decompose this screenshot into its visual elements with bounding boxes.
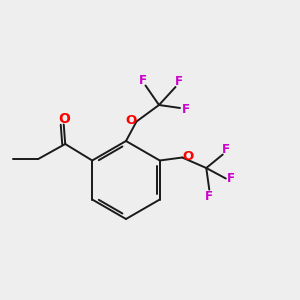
- Text: O: O: [58, 112, 70, 126]
- Text: F: F: [182, 103, 189, 116]
- Text: F: F: [227, 172, 235, 185]
- Text: F: F: [175, 75, 182, 88]
- Text: O: O: [125, 113, 137, 127]
- Text: F: F: [222, 142, 230, 156]
- Text: F: F: [205, 190, 213, 203]
- Text: O: O: [183, 149, 194, 163]
- Text: F: F: [139, 74, 146, 87]
